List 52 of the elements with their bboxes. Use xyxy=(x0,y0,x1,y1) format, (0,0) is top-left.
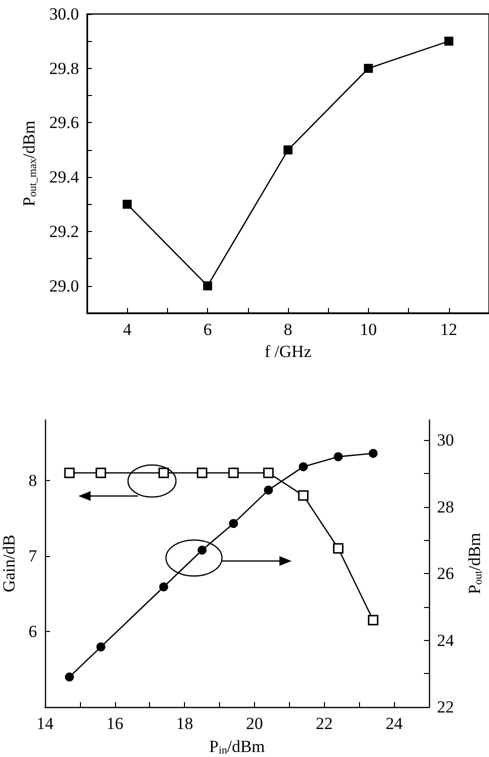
point xyxy=(298,490,309,501)
point xyxy=(284,145,292,154)
point xyxy=(264,486,273,495)
y2-axis-title: Pout/dBm xyxy=(465,532,484,594)
x-axis-title: f /GHz xyxy=(264,342,312,361)
y-axis-title: Pout_max/dBm xyxy=(19,120,39,206)
point xyxy=(298,462,308,472)
y-tick-label: 7 xyxy=(28,546,38,566)
point xyxy=(198,546,207,555)
y-axis-title: Gain/dB xyxy=(0,534,19,592)
point xyxy=(96,468,106,478)
y2-tick-label: 24 xyxy=(437,630,454,650)
y2-tick-label: 22 xyxy=(437,698,454,716)
y-tick-label: 30.0 xyxy=(49,4,79,24)
point xyxy=(368,614,378,626)
x-tick-label: 8 xyxy=(284,320,292,339)
point xyxy=(203,281,212,290)
x-tick-label: 4 xyxy=(122,320,132,339)
point xyxy=(368,448,378,458)
y2-tick-label: 26 xyxy=(437,564,454,584)
point xyxy=(444,36,454,46)
point xyxy=(64,672,74,682)
point xyxy=(334,452,343,462)
point xyxy=(229,518,238,528)
point xyxy=(64,468,75,478)
y-tick-label: 8 xyxy=(28,470,37,490)
x-tick-label: 20 xyxy=(246,714,263,733)
y-tick-label: 29.2 xyxy=(49,222,79,241)
x-tick-label: 6 xyxy=(203,320,212,339)
y2-tick-label: 30 xyxy=(437,430,454,450)
y2-tick-label: 28 xyxy=(437,497,454,516)
y-tick-label: 29.8 xyxy=(49,58,79,78)
point xyxy=(228,468,239,478)
x-tick-label: 24 xyxy=(386,714,404,733)
point xyxy=(122,200,132,209)
x-tick-label: 18 xyxy=(176,714,194,733)
x-tick-label: 16 xyxy=(106,714,124,733)
x-tick-label: 14 xyxy=(36,714,54,733)
y-tick-label: 29.0 xyxy=(49,276,79,296)
y-tick-label: 29.4 xyxy=(49,168,80,187)
point xyxy=(332,543,344,554)
point xyxy=(196,468,208,478)
point xyxy=(263,468,274,478)
point xyxy=(158,468,169,478)
x-tick-label: 10 xyxy=(360,320,377,339)
x-tick-label: 12 xyxy=(440,320,458,339)
point xyxy=(159,582,168,592)
y-tick-label: 6 xyxy=(28,622,37,641)
point xyxy=(364,64,373,73)
y-tick-label: 29.6 xyxy=(49,113,79,132)
x-tick-label: 22 xyxy=(316,714,333,733)
point xyxy=(96,642,106,652)
